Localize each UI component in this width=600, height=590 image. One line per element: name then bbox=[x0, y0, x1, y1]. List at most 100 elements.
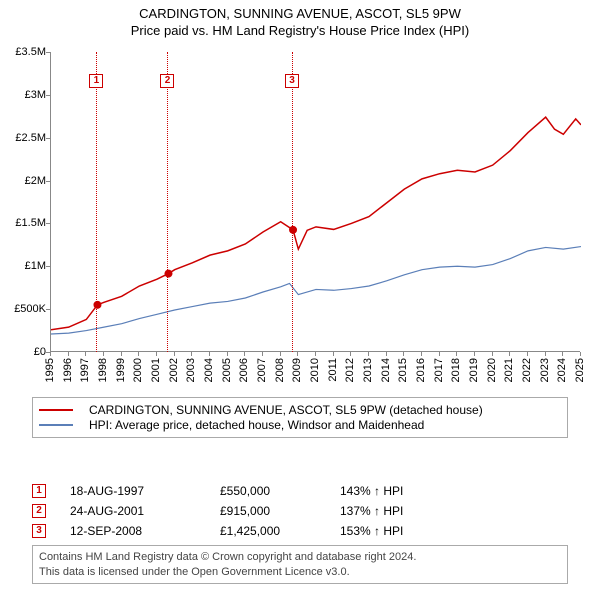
event-date: 18-AUG-1997 bbox=[70, 484, 220, 498]
x-tick bbox=[545, 352, 546, 356]
legend-item: CARDINGTON, SUNNING AVENUE, ASCOT, SL5 9… bbox=[39, 403, 561, 417]
events-table: 1 18-AUG-1997 £550,000 143% ↑ HPI 2 24-A… bbox=[32, 478, 568, 544]
x-axis-label: 2023 bbox=[539, 358, 551, 382]
chart-title: CARDINGTON, SUNNING AVENUE, ASCOT, SL5 9… bbox=[0, 6, 600, 21]
event-row: 3 12-SEP-2008 £1,425,000 153% ↑ HPI bbox=[32, 524, 568, 538]
x-tick bbox=[562, 352, 563, 356]
title-block: CARDINGTON, SUNNING AVENUE, ASCOT, SL5 9… bbox=[0, 0, 600, 38]
event-marker-icon: 1 bbox=[89, 74, 103, 88]
x-axis-label: 2008 bbox=[274, 358, 286, 382]
x-tick bbox=[386, 352, 387, 356]
y-axis-label: £1M bbox=[4, 260, 46, 272]
y-tick bbox=[46, 266, 50, 267]
data-point-marker bbox=[93, 301, 101, 309]
x-tick bbox=[315, 352, 316, 356]
event-marker-icon: 2 bbox=[32, 504, 46, 518]
event-price: £550,000 bbox=[220, 484, 340, 498]
event-pct: 143% ↑ HPI bbox=[340, 484, 403, 498]
x-axis-label: 2000 bbox=[132, 358, 144, 382]
y-axis-label: £3M bbox=[4, 89, 46, 101]
legend-swatch bbox=[39, 409, 73, 411]
event-price: £915,000 bbox=[220, 504, 340, 518]
x-tick bbox=[456, 352, 457, 356]
y-axis-label: £2.5M bbox=[4, 132, 46, 144]
x-tick bbox=[85, 352, 86, 356]
x-tick bbox=[191, 352, 192, 356]
x-tick bbox=[50, 352, 51, 356]
event-pct: 153% ↑ HPI bbox=[340, 524, 403, 538]
event-marker-icon: 3 bbox=[285, 74, 299, 88]
event-row: 2 24-AUG-2001 £915,000 137% ↑ HPI bbox=[32, 504, 568, 518]
x-tick bbox=[121, 352, 122, 356]
event-pct: 137% ↑ HPI bbox=[340, 504, 403, 518]
legend-item: HPI: Average price, detached house, Wind… bbox=[39, 418, 561, 432]
x-tick bbox=[580, 352, 581, 356]
y-tick bbox=[46, 138, 50, 139]
y-axis-label: £0 bbox=[4, 346, 46, 358]
x-axis-label: 2001 bbox=[150, 358, 162, 382]
x-axis-label: 2015 bbox=[397, 358, 409, 382]
x-axis-label: 2025 bbox=[574, 358, 586, 382]
x-axis-label: 1995 bbox=[44, 358, 56, 382]
x-tick bbox=[156, 352, 157, 356]
x-tick bbox=[280, 352, 281, 356]
y-axis-label: £500K bbox=[4, 303, 46, 315]
x-tick bbox=[174, 352, 175, 356]
y-tick bbox=[46, 223, 50, 224]
chart-subtitle: Price paid vs. HM Land Registry's House … bbox=[0, 23, 600, 38]
x-axis-label: 1997 bbox=[79, 358, 91, 382]
event-date: 12-SEP-2008 bbox=[70, 524, 220, 538]
legend-label: HPI: Average price, detached house, Wind… bbox=[89, 418, 424, 432]
y-axis-label: £3.5M bbox=[4, 46, 46, 58]
x-axis-label: 2019 bbox=[468, 358, 480, 382]
x-axis-label: 2018 bbox=[450, 358, 462, 382]
footer-line: This data is licensed under the Open Gov… bbox=[39, 565, 561, 579]
x-axis-label: 2014 bbox=[380, 358, 392, 382]
x-tick bbox=[209, 352, 210, 356]
x-axis-label: 2007 bbox=[256, 358, 268, 382]
footer-line: Contains HM Land Registry data © Crown c… bbox=[39, 550, 561, 564]
x-tick bbox=[297, 352, 298, 356]
x-tick bbox=[350, 352, 351, 356]
x-axis-label: 1996 bbox=[62, 358, 74, 382]
x-tick bbox=[474, 352, 475, 356]
legend: CARDINGTON, SUNNING AVENUE, ASCOT, SL5 9… bbox=[32, 397, 568, 438]
x-tick bbox=[439, 352, 440, 356]
series-line bbox=[51, 117, 581, 330]
x-axis-label: 2003 bbox=[185, 358, 197, 382]
x-tick bbox=[368, 352, 369, 356]
chart-container: CARDINGTON, SUNNING AVENUE, ASCOT, SL5 9… bbox=[0, 0, 600, 590]
x-tick bbox=[227, 352, 228, 356]
x-axis-label: 2002 bbox=[168, 358, 180, 382]
x-axis-label: 2009 bbox=[291, 358, 303, 382]
x-tick bbox=[103, 352, 104, 356]
y-tick bbox=[46, 95, 50, 96]
x-axis-label: 2013 bbox=[362, 358, 374, 382]
x-axis-label: 1999 bbox=[115, 358, 127, 382]
event-marker-icon: 3 bbox=[32, 524, 46, 538]
y-tick bbox=[46, 52, 50, 53]
x-axis-label: 2005 bbox=[221, 358, 233, 382]
x-tick bbox=[509, 352, 510, 356]
x-tick bbox=[527, 352, 528, 356]
y-axis-label: £2M bbox=[4, 175, 46, 187]
x-tick bbox=[262, 352, 263, 356]
x-tick bbox=[492, 352, 493, 356]
x-axis-label: 2011 bbox=[327, 358, 339, 382]
legend-swatch bbox=[39, 424, 73, 426]
x-axis-label: 2022 bbox=[521, 358, 533, 382]
attribution-footer: Contains HM Land Registry data © Crown c… bbox=[32, 545, 568, 584]
x-tick bbox=[68, 352, 69, 356]
x-axis-label: 2021 bbox=[503, 358, 515, 382]
data-point-marker bbox=[289, 226, 297, 234]
event-vline bbox=[96, 52, 97, 352]
x-tick bbox=[244, 352, 245, 356]
y-axis-label: £1.5M bbox=[4, 217, 46, 229]
x-axis-label: 2012 bbox=[344, 358, 356, 382]
plot-region bbox=[50, 52, 580, 352]
x-axis-label: 2024 bbox=[556, 358, 568, 382]
x-tick bbox=[333, 352, 334, 356]
x-tick bbox=[421, 352, 422, 356]
event-row: 1 18-AUG-1997 £550,000 143% ↑ HPI bbox=[32, 484, 568, 498]
event-date: 24-AUG-2001 bbox=[70, 504, 220, 518]
